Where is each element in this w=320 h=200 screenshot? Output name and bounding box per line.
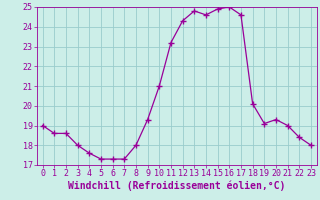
X-axis label: Windchill (Refroidissement éolien,°C): Windchill (Refroidissement éolien,°C) [68,181,285,191]
